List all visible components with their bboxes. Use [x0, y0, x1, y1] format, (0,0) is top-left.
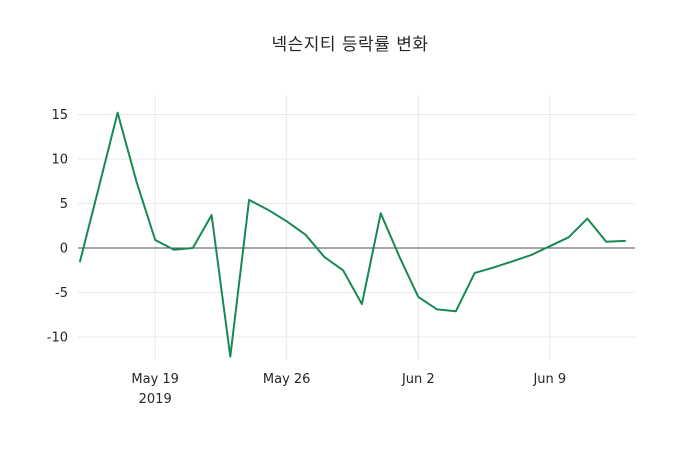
- x-tick-year-label: 2019: [139, 392, 172, 407]
- x-tick-label: Jun 9: [532, 372, 566, 387]
- chart-title: 넥슨지티 등락률 변화: [271, 35, 429, 55]
- x-tick-label: Jun 2: [401, 372, 435, 387]
- y-tick-label: -5: [55, 286, 68, 301]
- y-tick-label: 15: [51, 108, 68, 123]
- x-tick-label: May 26: [263, 372, 311, 387]
- y-tick-label: 5: [60, 197, 68, 212]
- y-tick-label: 10: [51, 153, 68, 168]
- x-tick-label: May 19: [131, 372, 179, 387]
- y-tick-label: -10: [47, 331, 68, 346]
- y-tick-label: 0: [60, 242, 68, 257]
- data-line: [79, 111, 626, 358]
